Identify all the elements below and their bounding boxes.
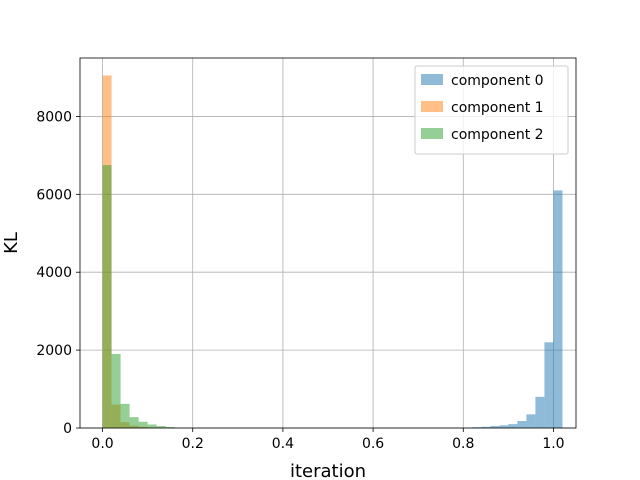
histogram-bar	[111, 354, 121, 428]
series-0-bars	[472, 190, 563, 428]
x-tick-label: 0.4	[272, 436, 294, 452]
y-tick-label: 2000	[36, 343, 72, 359]
x-tick-label: 0.2	[182, 436, 204, 452]
legend-frame	[414, 65, 569, 155]
histogram-bar	[553, 190, 563, 428]
x-tick-label: 0.8	[452, 436, 474, 452]
legend-label: component 2	[451, 127, 544, 143]
y-tick-label: 4000	[36, 265, 72, 281]
y-tick-label: 8000	[36, 109, 72, 125]
histogram-bar	[544, 342, 554, 428]
histogram-bar	[102, 165, 112, 428]
legend: component 0 component 1 component 2	[414, 65, 569, 155]
histogram-bar	[156, 426, 166, 428]
x-tick-label: 0.6	[362, 436, 384, 452]
legend-label: component 1	[451, 100, 544, 116]
histogram-bar	[481, 426, 491, 428]
histogram-bar	[535, 396, 545, 428]
histogram-bar	[490, 426, 500, 428]
legend-swatch	[421, 101, 443, 112]
y-axis-label: KL	[1, 232, 22, 254]
plot-frame	[79, 57, 577, 429]
legend-swatch	[421, 128, 443, 139]
histogram-bar	[508, 424, 518, 428]
histogram-bar	[147, 424, 157, 428]
x-axis-label: iteration	[290, 461, 366, 480]
histogram-bar	[517, 420, 527, 428]
histogram-bar	[138, 421, 148, 428]
histogram-bars	[102, 75, 563, 429]
histogram-bar	[499, 425, 509, 428]
x-tick-label: 0.0	[91, 436, 113, 452]
histogram-bar	[526, 414, 536, 428]
y-tick-label: 0	[63, 421, 72, 437]
y-tick-label: 6000	[36, 187, 72, 203]
axis-ticks: 0.0 0.2 0.4 0.6 0.8 1.0 0 2000 4000 6000 8000	[36, 109, 564, 452]
legend-swatch	[421, 74, 443, 85]
x-tick-label: 1.0	[542, 436, 564, 452]
legend-label: component 0	[451, 73, 544, 89]
histogram-bar	[129, 417, 139, 428]
histogram-bar	[120, 403, 130, 428]
series-2-bars	[102, 165, 175, 428]
histogram-bar	[165, 427, 175, 428]
